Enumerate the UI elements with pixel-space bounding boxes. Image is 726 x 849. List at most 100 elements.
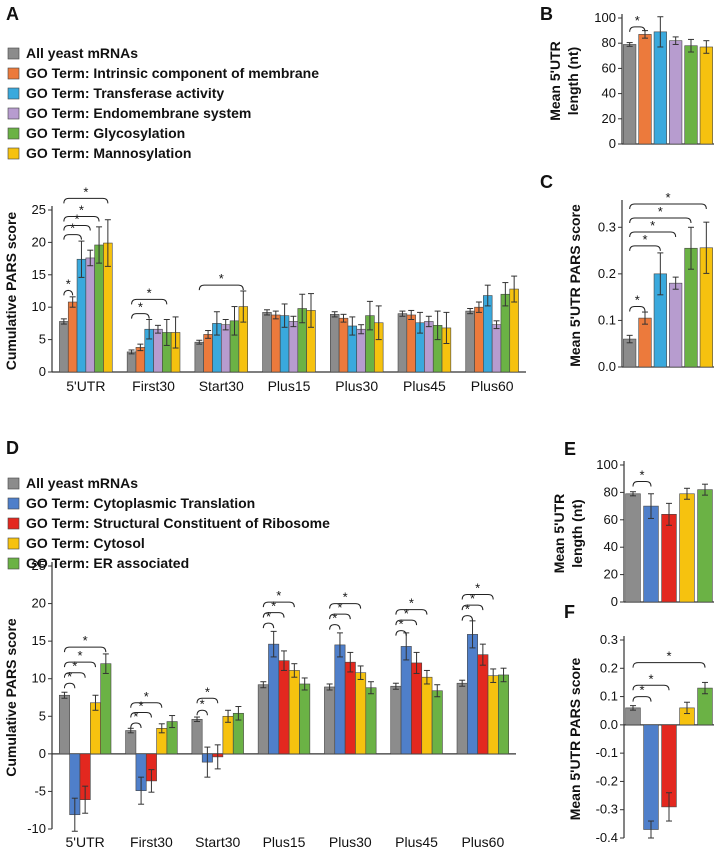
y-axis-label: Cumulative PARS score [3,212,19,371]
category-label: Plus60 [471,378,514,394]
significance-star: * [147,285,152,300]
significance-bracket [130,712,152,718]
significance-star: * [343,590,348,605]
y-tick-label: 40 [602,86,616,101]
legend-swatch [7,147,20,160]
bar [467,634,478,755]
significance-star: * [332,611,337,626]
significance-bracket [198,284,244,291]
category-label: Plus15 [263,834,306,849]
y-tick-label: 20 [604,567,618,582]
bar [623,44,637,145]
y-axis-label: length (nt) [569,499,585,567]
category-label: Start30 [199,378,244,394]
y-tick-label: 5 [39,332,46,347]
significance-bracket [632,684,670,691]
legend-entry: GO Term: ER associated [26,555,189,571]
bar [153,328,163,373]
panel-a-letter: A [6,4,19,24]
legend-swatch [7,557,20,570]
bar [126,351,137,373]
bar [262,312,272,373]
bar [330,314,340,373]
bar [477,654,489,755]
panel-c-letter: C [540,172,553,192]
y-tick-label: 0 [39,746,46,761]
y-tick-label: 25 [32,202,46,217]
bar [679,493,695,603]
legend-swatch [7,477,20,490]
significance-bracket [395,630,407,636]
significance-star: * [266,609,271,624]
y-tick-label: 0.3 [598,219,616,234]
y-tick-label: 15 [32,633,46,648]
bar [203,334,213,373]
significance-star: * [465,602,470,617]
significance-star: * [200,696,205,711]
bar [58,694,70,755]
panel-f-letter: F [564,602,575,622]
significance-bracket [63,197,109,204]
panel-e: E 0 20 40 60 80 100 Mean 5'UTR length (nt) * [551,439,714,609]
significance-bracket [629,245,661,251]
bar [271,314,281,373]
significance-bracket [63,289,74,296]
category-label: Start30 [195,834,240,849]
y-tick-label: -0.1 [596,745,618,760]
legend-entry: GO Term: Mannosylation [26,145,191,161]
legend-swatch [7,107,20,120]
bar [638,34,652,145]
significance-star: * [144,689,149,704]
legend-swatch [7,67,20,80]
significance-star: * [639,467,644,482]
significance-bracket [461,594,494,600]
category-label: Plus45 [395,834,438,849]
legend-swatch [7,497,20,510]
legend-swatch [7,537,20,550]
bar [67,301,78,373]
y-tick-label: 60 [602,60,616,75]
significance-star: * [70,221,75,236]
significance-bracket [461,604,484,611]
significance-bracket [632,696,652,702]
significance-star: * [72,659,77,674]
significance-bracket [131,298,168,305]
significance-bracket [196,709,208,716]
significance-star: * [271,599,276,614]
significance-bracket [63,234,82,240]
legend-entry: GO Term: Cytoplasmic Translation [26,495,255,511]
category-label: Plus30 [329,834,372,849]
significance-star: * [399,617,404,632]
bar [390,685,402,755]
significance-star: * [83,184,88,199]
legend-swatch [7,47,20,60]
significance-bracket [63,682,76,689]
significance-star: * [79,202,84,217]
y-tick-label: 0.3 [600,632,618,647]
significance-star: * [219,271,224,286]
bar [406,314,416,373]
bar [100,663,112,755]
significance-bracket [130,722,142,729]
significance-bracket [63,646,107,653]
bar [220,324,231,373]
y-tick-label: 0.2 [598,266,616,281]
significance-bracket [63,225,91,231]
bar [59,321,69,373]
panel-d-chart: -10 -5 0 5 10 15 20 25 5'UTR First30 Start30 Plus15… [3,558,516,849]
bar [456,682,468,755]
bar [669,282,683,368]
bar [288,321,299,373]
bar [421,676,433,755]
significance-star: * [337,600,342,615]
significance-star: * [635,13,640,28]
significance-star: * [648,671,653,686]
legend-swatch [7,87,20,100]
category-label: First30 [132,378,175,394]
panel-f: F -0.4 -0.3 -0.2 -0.1 0.0 0.1 0.2 0.3 Mean 5'UTR… [564,602,714,845]
category-label: Plus60 [461,834,504,849]
bar [699,46,713,145]
significance-star: * [650,218,655,233]
significance-bracket [395,609,428,615]
significance-star: * [409,596,414,611]
